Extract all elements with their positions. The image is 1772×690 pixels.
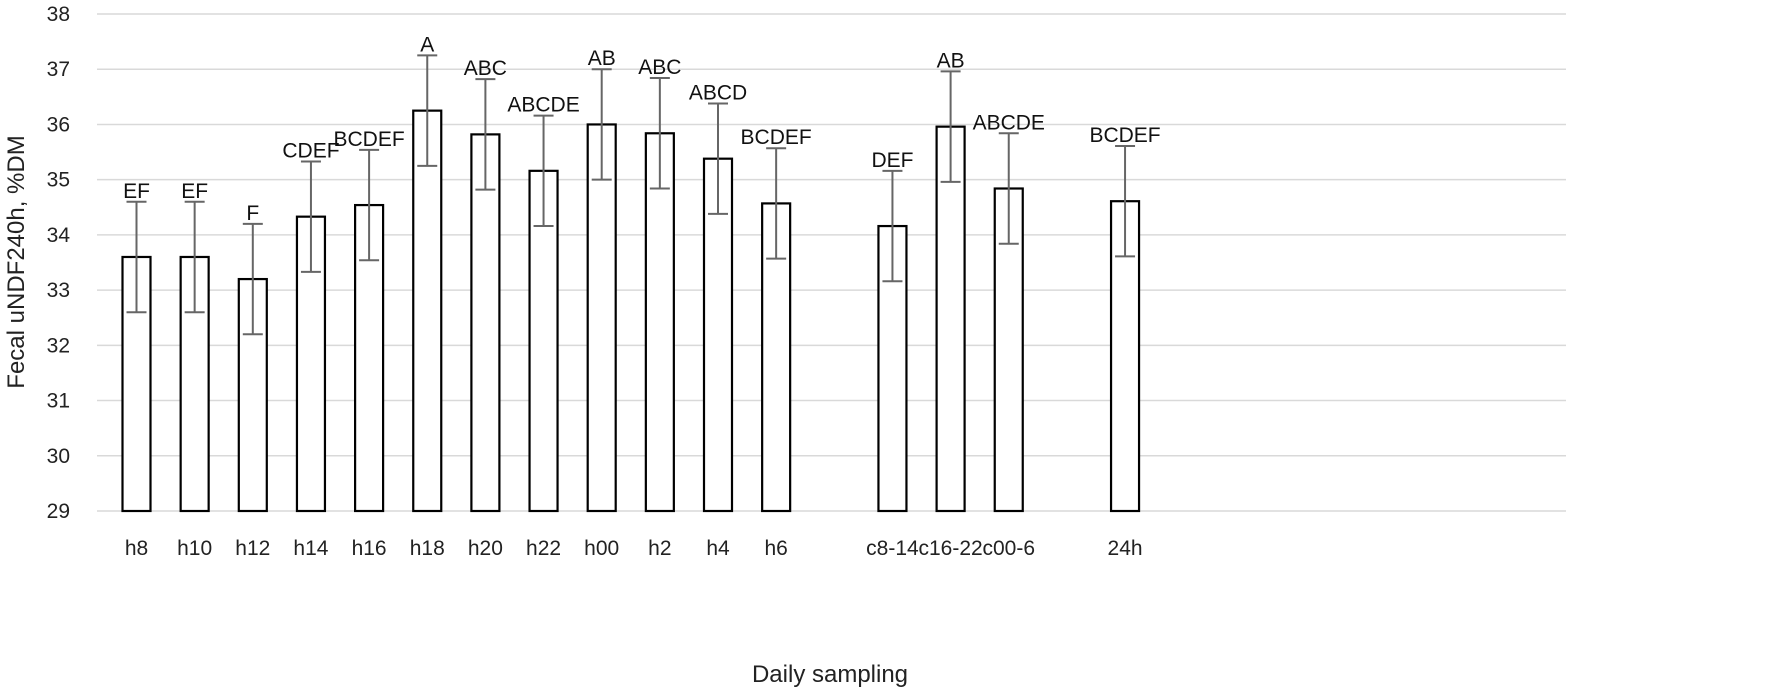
significance-letter: AB	[588, 47, 616, 70]
significance-letter: ABCDE	[973, 111, 1045, 134]
significance-letter: EF	[181, 180, 208, 203]
x-axis-title: Daily sampling	[752, 661, 908, 688]
significance-letter: DEF	[871, 149, 913, 172]
bar	[644, 132, 675, 513]
y-tick-label: 34	[47, 224, 71, 247]
significance-letter: ABCDE	[507, 94, 579, 117]
x-tick-label: h18	[410, 537, 445, 560]
grid-lines	[97, 13, 1566, 512]
x-tick-label: h00	[584, 537, 619, 560]
y-tick-label: 33	[47, 279, 70, 302]
y-tick-labels: 29 30 31 32 33 34 35 36 37 38	[47, 3, 71, 523]
significance-letter: F	[246, 202, 259, 225]
x-tick-labels: h8 h10 h12 h14 h16 h18 h20 h22 h00 h2 h4 h6 c8-14 c16…	[125, 537, 1143, 560]
x-tick-label: h20	[468, 537, 503, 560]
y-axis-title: Fecal uNDF240h, %DM	[3, 135, 30, 388]
x-tick-label: h6	[764, 537, 787, 560]
significance-letter: CDEF	[282, 139, 339, 162]
y-tick-label: 30	[47, 445, 70, 468]
significance-letter: BCDEF	[741, 126, 812, 149]
x-tick-label: h8	[125, 537, 148, 560]
significance-letter: A	[420, 33, 434, 56]
bar	[237, 277, 268, 513]
bar	[586, 123, 617, 513]
bar	[993, 187, 1024, 513]
x-tick-label: c16-22	[918, 537, 982, 560]
significance-letter: ABCD	[689, 81, 747, 104]
bar	[761, 202, 792, 513]
error-bars	[126, 54, 1136, 336]
y-tick-label: 38	[47, 3, 70, 26]
x-tick-label: h14	[293, 537, 328, 560]
significance-letter: ABC	[638, 56, 681, 79]
x-tick-label: h16	[352, 537, 387, 560]
x-tick-label: 24h	[1108, 537, 1143, 560]
x-tick-label: h4	[706, 537, 730, 560]
bar	[528, 169, 559, 513]
y-tick-label: 29	[47, 500, 70, 523]
y-tick-label: 37	[47, 58, 70, 81]
bar	[935, 125, 966, 513]
x-tick-label: h2	[648, 537, 671, 560]
y-tick-label: 36	[47, 113, 70, 136]
significance-letter: BCDEF	[334, 128, 405, 151]
x-tick-label: c00-6	[982, 537, 1035, 560]
bars	[121, 109, 1141, 513]
x-tick-label: h12	[235, 537, 270, 560]
x-tick-label: c8-14	[866, 537, 919, 560]
bar	[702, 157, 734, 513]
significance-letter: AB	[937, 49, 965, 72]
bar	[470, 133, 501, 513]
x-tick-label: h22	[526, 537, 561, 560]
significance-letter: BCDEF	[1089, 124, 1160, 147]
x-tick-label: h10	[177, 537, 212, 560]
y-tick-label: 31	[47, 390, 70, 413]
y-tick-label: 35	[47, 169, 70, 192]
significance-letter: ABC	[464, 57, 507, 80]
bar	[412, 109, 443, 513]
y-tick-label: 32	[47, 334, 70, 357]
significance-letter: EF	[123, 180, 150, 203]
